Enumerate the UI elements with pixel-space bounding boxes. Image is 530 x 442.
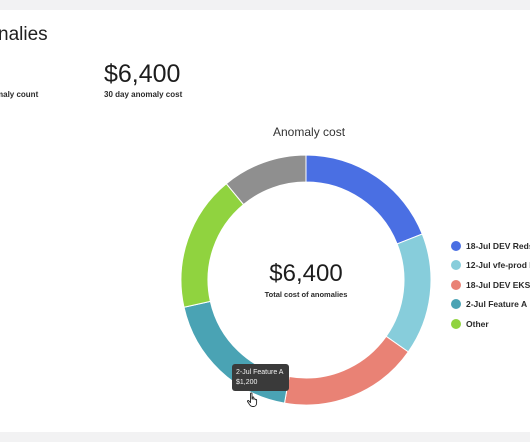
legend-item[interactable]: 18-Jul DEV Reds — [451, 236, 530, 256]
donut-slice-other[interactable] — [180, 182, 245, 308]
anomaly-cost-label: 30 day anomaly cost — [104, 90, 183, 99]
legend-swatch — [451, 240, 461, 251]
legend-swatch — [451, 299, 461, 310]
legend-label: 18-Jul DEV Reds — [466, 240, 530, 251]
hand-cursor-icon — [247, 392, 258, 407]
chart-title: Anomaly cost — [273, 125, 346, 139]
anomaly-cost-value: $6,400 — [104, 60, 181, 88]
legend-label: Other — [466, 318, 489, 329]
legend-item[interactable]: Other — [451, 314, 530, 334]
legend-item[interactable]: 12-Jul vfe-prod I — [451, 256, 530, 276]
chart-legend: 18-Jul DEV Reds 12-Jul vfe-prod I 18-Jul… — [451, 236, 530, 334]
tooltip-series-name: 2-Jul Feature A — [236, 369, 284, 376]
legend-swatch — [451, 260, 461, 271]
donut-slice-unlabeled[interactable] — [225, 154, 307, 206]
legend-item[interactable]: 2-Jul Feature A — [451, 295, 530, 315]
donut-center-total: $6,400 — [269, 260, 343, 287]
legend-item[interactable]: 18-Jul DEV EKS — [451, 275, 530, 295]
donut-center-label: Total cost of anomalies — [264, 290, 348, 299]
legend-label: 18-Jul DEV EKS — [466, 279, 530, 290]
anomalies-card: nalies maly count $6,400 30 day anomaly … — [0, 10, 530, 432]
legend-swatch — [451, 318, 461, 329]
donut-slice-18-jul-dev-reds[interactable] — [305, 154, 423, 245]
page-title: nalies — [0, 24, 48, 45]
anomaly-count-label: maly count — [0, 90, 39, 99]
legend-swatch — [451, 279, 461, 290]
donut-slice-18-jul-dev-eks[interactable] — [283, 335, 409, 406]
tooltip-value: $1,200 — [236, 379, 258, 386]
legend-label: 12-Jul vfe-prod I — [466, 260, 530, 271]
legend-label: 2-Jul Feature A — [466, 299, 528, 310]
donut-slice-12-jul-vfe-prod-i[interactable] — [385, 233, 432, 353]
donut-chart — [180, 154, 432, 406]
chart-tooltip: 2-Jul Feature A $1,200 — [232, 364, 289, 391]
